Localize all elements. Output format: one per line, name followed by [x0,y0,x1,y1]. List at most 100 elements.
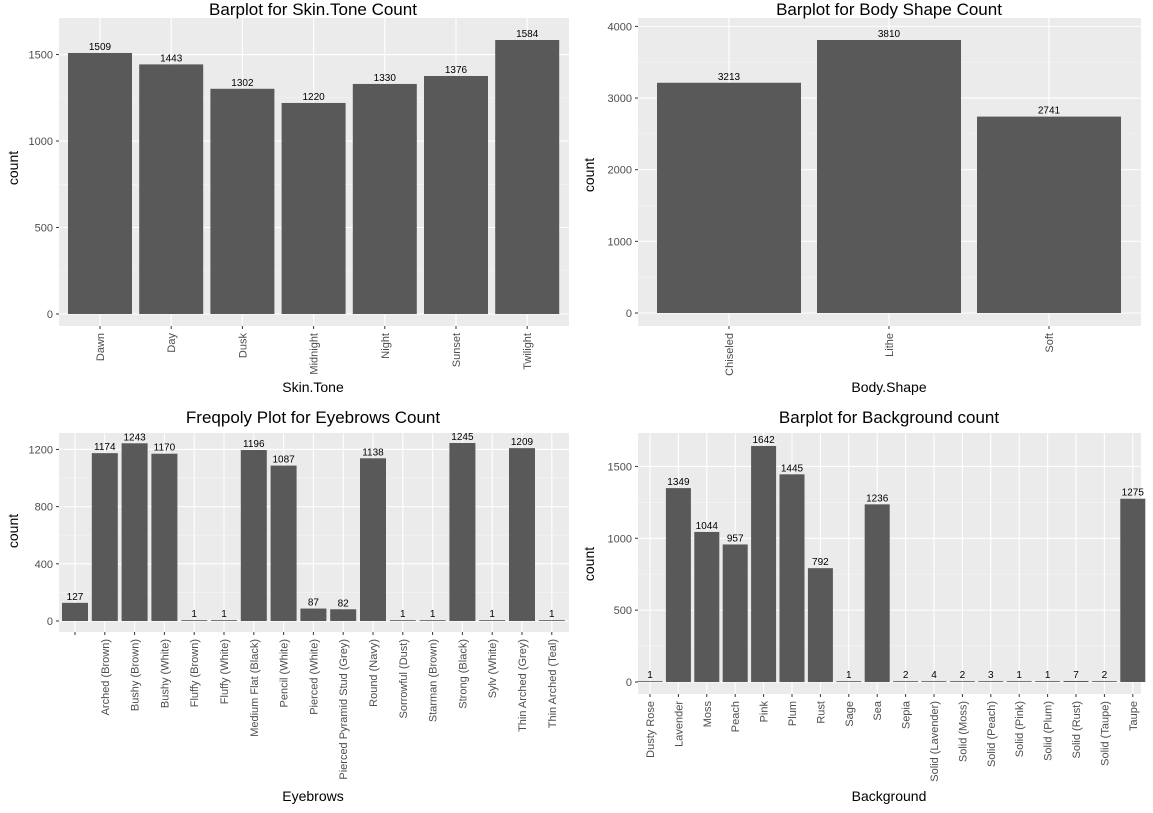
bar-fluffy-brown [181,620,208,621]
bar-fluffy-white [211,620,237,621]
y-tick-label: 0 [626,677,632,689]
chart-title: Barplot for Skin.Tone Count [209,0,417,19]
x-tick-label: Moss [702,701,714,728]
x-tick-label: Dusty Rose [645,701,657,758]
x-tick-label: Chiseled [724,333,736,376]
bar-data-label: 1376 [445,65,468,76]
bar-data-label: 7 [1073,670,1079,681]
x-tick-label: Dawn [95,333,107,361]
bar-pierced-pyramid-stud-grey [330,609,357,621]
x-tick-label: Lavender [673,701,685,747]
x-tick-label: Solid (Rust) [1071,701,1083,758]
x-tick-label: Dusk [237,333,249,359]
bar-data-label: 1 [846,670,852,681]
y-tick-label: 1000 [608,236,632,248]
chart-panel-3: 0 400 800 1200 127 1174 1243 1170 1 1 1196 1087 87 82… [5,408,569,804]
bar-data-label: 1 [549,609,555,620]
y-tick-label: 500 [35,223,53,235]
bar-chiseled [657,82,801,314]
x-tick-label: Strong (Black) [457,639,469,709]
x-tick-label: Fluffy (Brown) [189,639,201,707]
bar-moss [694,531,720,682]
bar-data-label: 957 [727,533,744,544]
bar-night [352,83,417,315]
bar-data-label: 1236 [866,493,889,504]
bar-data-label: 1209 [511,437,534,448]
bar-data-label: 2 [903,670,909,681]
y-tick-label: 1000 [608,533,632,545]
bar-solid-plum [1035,681,1061,682]
bar-data-label: 1044 [696,521,719,532]
bar-data-label: 1 [489,609,495,620]
chart-panel-4: 0 500 1000 1500 1 1349 1044 957 1642 1445 792 1 1236… [581,408,1146,804]
x-tick-label: Thin Arched (Teal) [547,639,559,728]
x-tick-label: Solid (Lavender) [929,701,941,782]
bar-data-label: 1445 [781,463,804,474]
bar-data-label: 3213 [718,72,741,83]
x-tick-label: Night [380,333,392,359]
x-axis-title: Body.Shape [851,379,926,395]
bar-round-navy [360,458,386,621]
y-axis-title: count [5,151,21,185]
y-tick-label: 4000 [608,21,632,33]
bar-medium-flat-black [240,450,267,621]
y-tick-label: 2000 [608,165,632,177]
bar-data-label: 1 [647,670,653,681]
x-tick-label: Sea [872,700,884,720]
bar-pierced-white [300,608,327,621]
y-tick-label: 400 [35,559,53,571]
x-axis-title: Skin.Tone [282,379,344,395]
x-tick-label: Sorrowful (Dust) [398,639,410,718]
bar-solid-moss [949,681,975,682]
bar-data-label: 1243 [123,432,146,443]
bar-bushy-white [151,453,178,621]
bar-data-label: 2741 [1038,106,1061,117]
bar-strong-black [449,443,476,621]
y-tick-label: 0 [626,308,632,320]
x-tick-label: Lithe [884,333,896,357]
bar-sea [864,504,890,682]
bar-data-label: 1275 [1122,488,1145,499]
bar-sylv-white [479,620,506,621]
x-tick-label: Solid (Moss) [957,701,969,762]
x-tick-label: Day [166,333,178,353]
bar-data-label: 1220 [302,92,325,103]
bar-data-label: 792 [812,557,829,568]
bar-data-label: 1584 [516,29,539,40]
x-tick-label: Solid (Pink) [1014,701,1026,757]
x-tick-label: Round (Navy) [368,639,380,707]
bar-blank [62,602,88,621]
bar-soft [977,116,1121,313]
y-tick-label: 1500 [29,50,53,62]
x-tick-label: Plum [787,701,799,726]
x-tick-label: Fluffy (White) [219,639,231,704]
bar-data-label: 2 [1102,670,1108,681]
x-tick-label: Sylv (White) [487,639,499,698]
x-tick-label: Midnight [309,333,321,375]
chart-panel-1: 0 500 1000 1500 1509 1443 1302 1220 1330 1376 1584… [5,0,569,395]
bar-dawn [68,52,132,315]
y-tick-label: 0 [47,309,53,321]
bar-solid-peach [978,681,1004,682]
bar-pencil-white [270,465,297,621]
bar-dusty-rose [637,681,663,682]
bar-sepia [893,681,919,682]
x-tick-label: Thin Arched (Grey) [517,639,529,732]
bar-data-label: 4 [931,670,937,681]
y-tick-label: 1500 [608,461,632,473]
bar-data-label: 1 [1045,670,1051,681]
y-axis-title: count [581,547,597,581]
y-tick-label: 0 [47,616,53,628]
bar-twilight [495,40,560,314]
chart-title: Barplot for Background count [779,408,999,427]
x-tick-label: Solid (Peach) [986,701,998,767]
bar-sunset [424,75,488,314]
bar-solid-pink [1006,681,1032,682]
bar-solid-taupe [1091,681,1117,682]
x-tick-label: Sunset [451,333,463,367]
x-axis-title: Background [852,788,927,804]
x-tick-label: Pencil (White) [279,639,291,707]
bar-data-label: 1642 [752,435,775,446]
bar-plum [779,474,805,682]
